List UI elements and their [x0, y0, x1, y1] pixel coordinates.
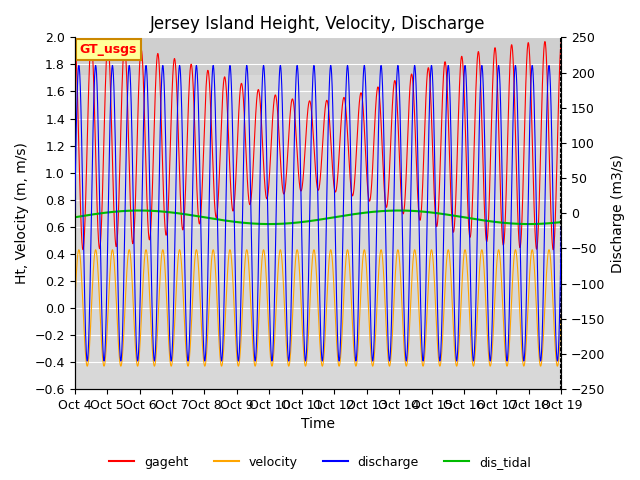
Y-axis label: Ht, Velocity (m, m/s): Ht, Velocity (m, m/s): [15, 142, 29, 284]
Bar: [75, 37, 561, 75]
Title: Jersey Island Height, Velocity, Discharge: Jersey Island Height, Velocity, Discharg…: [150, 15, 486, 33]
X-axis label: Time: Time: [301, 418, 335, 432]
Legend: gageht, velocity, discharge, dis_tidal: gageht, velocity, discharge, dis_tidal: [104, 451, 536, 474]
Y-axis label: Discharge (m3/s): Discharge (m3/s): [611, 154, 625, 273]
Text: GT_usgs: GT_usgs: [79, 43, 137, 56]
